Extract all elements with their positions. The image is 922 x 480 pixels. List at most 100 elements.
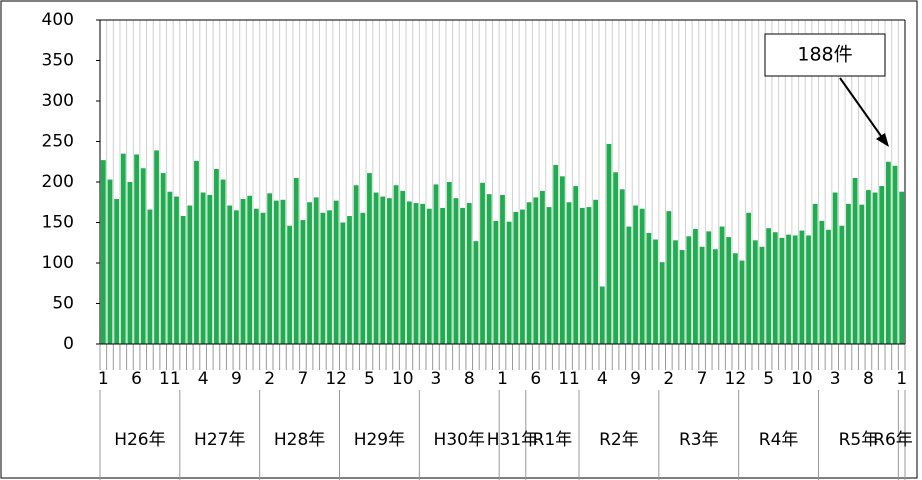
- bar: [174, 196, 179, 344]
- bar: [712, 249, 718, 344]
- group-label: H27年: [194, 430, 245, 450]
- bar: [739, 260, 745, 344]
- bar: [892, 165, 898, 344]
- x-tick-label: 3: [431, 369, 442, 389]
- y-tick-label: 0: [63, 334, 74, 354]
- x-tick-label: 5: [364, 369, 375, 389]
- bar: [147, 209, 153, 344]
- x-tick-label: 4: [597, 369, 608, 389]
- bar: [300, 220, 306, 344]
- bar: [214, 169, 219, 344]
- bar: [307, 202, 312, 344]
- bar: [446, 182, 452, 344]
- bar: [347, 216, 352, 344]
- group-label: R1年: [533, 430, 573, 450]
- bar: [706, 231, 712, 344]
- bar: [566, 202, 572, 344]
- bar: [553, 164, 559, 344]
- x-tick-label: 9: [231, 369, 242, 389]
- bar: [134, 154, 139, 344]
- bar: [732, 253, 738, 344]
- bar: [839, 225, 845, 344]
- bar: [885, 161, 891, 344]
- bar: [227, 205, 233, 344]
- annotation-arrowhead: [876, 133, 889, 147]
- bar: [207, 194, 213, 344]
- bar: [293, 177, 299, 344]
- bar: [387, 198, 392, 344]
- x-tick-label: 1: [497, 369, 508, 389]
- bar: [653, 239, 658, 344]
- bar: [167, 191, 173, 344]
- y-tick-label: 100: [42, 253, 74, 273]
- bar: [699, 246, 705, 344]
- bar: [666, 211, 672, 344]
- bar: [792, 235, 798, 344]
- bar: [759, 246, 765, 344]
- x-tick-label: 10: [791, 369, 813, 389]
- group-label: R4年: [759, 430, 799, 450]
- bar: [626, 226, 632, 344]
- group-label: R2年: [599, 430, 639, 450]
- bar: [453, 198, 459, 344]
- bar: [872, 192, 878, 344]
- bar: [287, 225, 293, 344]
- bar: [127, 182, 133, 344]
- x-tick-label: 8: [863, 369, 874, 389]
- bar: [879, 186, 885, 344]
- x-tick-label: 5: [763, 369, 774, 389]
- x-tick-label: 11: [159, 369, 181, 389]
- y-tick-label: 200: [42, 172, 74, 192]
- bar: [686, 236, 692, 344]
- bar: [313, 197, 319, 344]
- bar: [779, 237, 785, 344]
- bar: [406, 201, 412, 344]
- group-label: H26年: [114, 430, 165, 450]
- bar: [367, 173, 372, 344]
- group-label: H28年: [274, 430, 325, 450]
- y-tick-label: 250: [42, 132, 74, 152]
- bar: [333, 200, 339, 344]
- group-label: H30年: [434, 430, 485, 450]
- bar: [180, 216, 186, 344]
- bar: [107, 179, 113, 344]
- y-tick-label: 350: [42, 51, 74, 71]
- bar: [460, 207, 465, 344]
- bar: [586, 207, 592, 344]
- bar: [786, 234, 791, 344]
- x-tick-label: 1: [98, 369, 109, 389]
- bar: [559, 176, 565, 344]
- bar: [826, 229, 831, 344]
- bar: [799, 230, 805, 344]
- x-tick-label: 10: [392, 369, 414, 389]
- bar: [360, 212, 366, 344]
- bar: [593, 199, 599, 344]
- bar: [486, 194, 492, 344]
- bar: [247, 195, 253, 344]
- bar: [160, 173, 166, 344]
- x-tick-label: 7: [697, 369, 708, 389]
- x-tick-label: 7: [297, 369, 308, 389]
- bar: [280, 199, 286, 344]
- bar: [679, 250, 685, 344]
- bar: [194, 160, 199, 344]
- bar: [633, 205, 638, 344]
- y-tick-label: 50: [52, 294, 74, 314]
- group-label: R6年: [873, 430, 913, 450]
- bar: [832, 192, 838, 344]
- x-tick-label: 12: [725, 369, 747, 389]
- bar: [187, 205, 193, 344]
- bar: [493, 220, 499, 344]
- bar: [533, 197, 539, 344]
- x-tick-label: 6: [131, 369, 142, 389]
- y-tick-label: 300: [42, 91, 74, 111]
- bar: [772, 232, 778, 344]
- bar: [599, 286, 605, 344]
- bar: [433, 184, 439, 344]
- bar: [526, 202, 532, 344]
- bar: [413, 203, 419, 344]
- x-tick-label: 1: [896, 369, 907, 389]
- bar: [260, 212, 266, 344]
- bar: [466, 203, 472, 344]
- bar: [480, 182, 485, 344]
